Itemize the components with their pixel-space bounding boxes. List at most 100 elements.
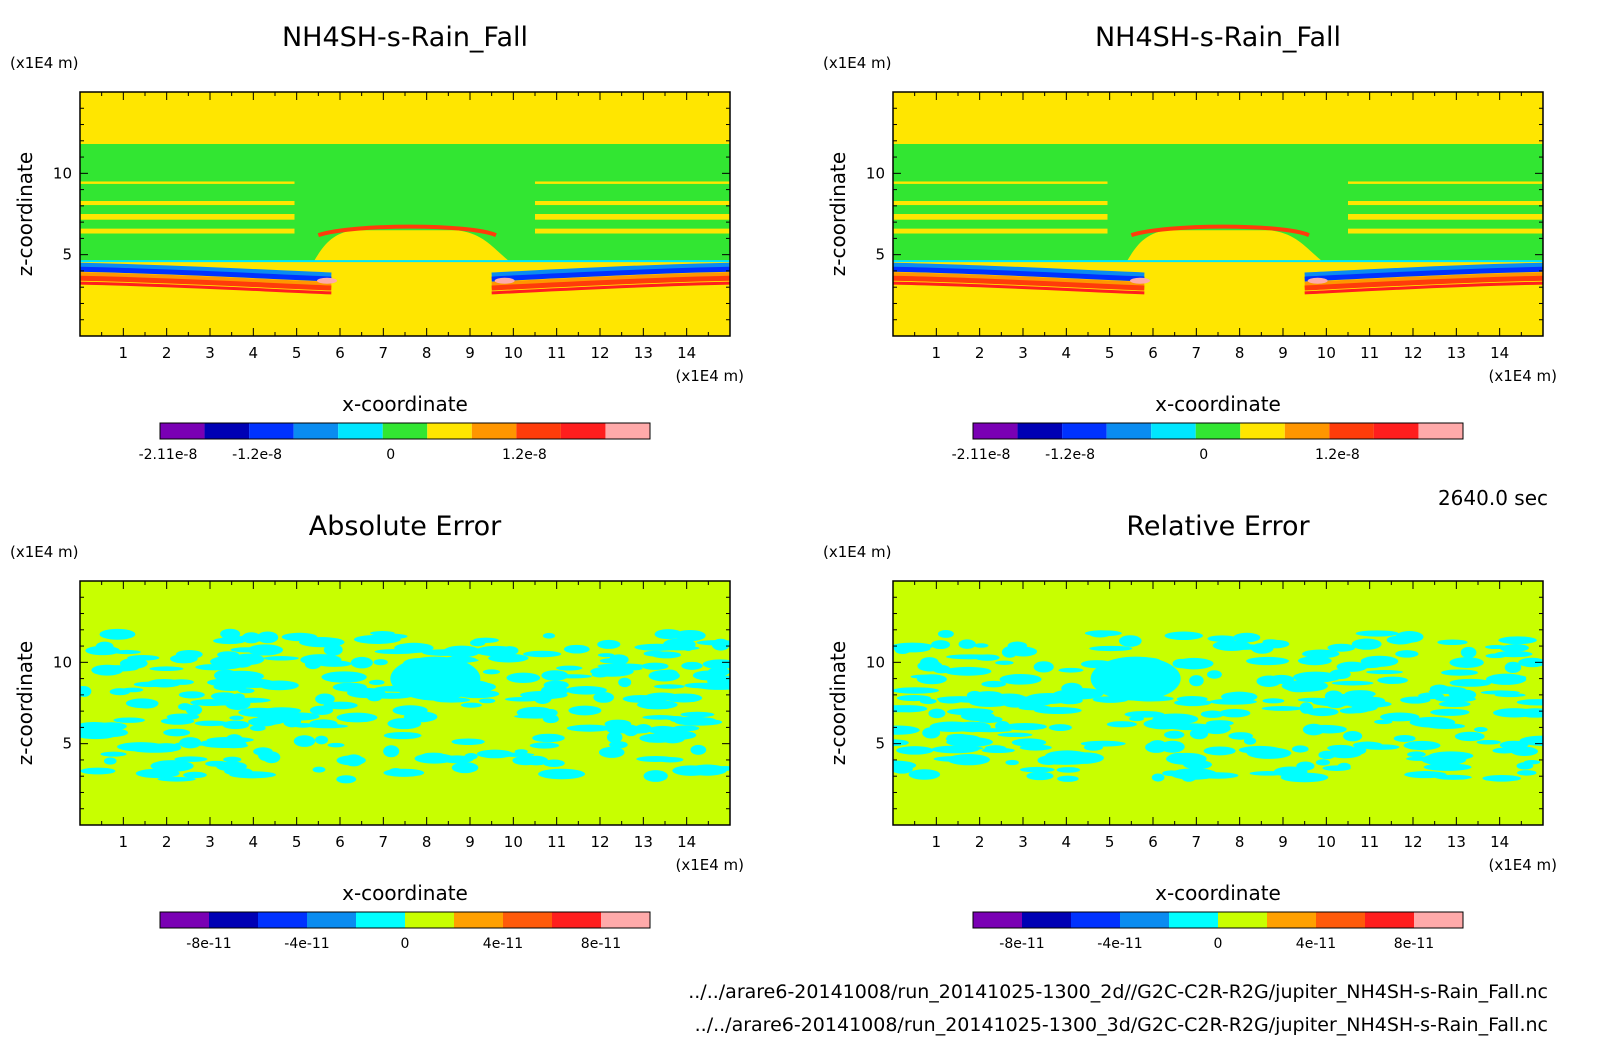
field-band-left [80,266,332,282]
x-tick-label: 10 [1317,344,1336,362]
y-unit-label: (x1E4 m) [823,54,892,72]
colorbar-frame [972,422,1464,440]
colorbar-label: 8e-11 [1394,936,1434,952]
colorbar-swatch [160,423,205,439]
field-blob [1281,680,1329,692]
colorbar-swatch [552,912,601,928]
field-band-right [1304,272,1543,286]
field-blob [1189,675,1204,687]
field-blob [608,654,629,665]
field-stripe-left [80,228,295,234]
x-tick-label: 11 [547,833,566,851]
x-tick-label: 6 [335,344,345,362]
colorbar-frame [159,422,651,440]
field-blob [652,730,697,741]
field-blob [247,644,284,656]
x-tick-label: 13 [1447,833,1466,851]
field-blob [476,749,513,759]
field-blob [1003,723,1047,731]
field-pink-spot [1130,277,1150,284]
field-blob [1209,698,1257,705]
colorbar-swatch [1316,912,1365,928]
field-blob [514,749,528,755]
x-tick-label: 5 [292,833,302,851]
x-unit-label: (x1E4 m) [675,367,744,385]
x-tick-label: 6 [335,833,345,851]
field-blob [80,767,116,775]
colorbar-label: 0 [1214,936,1223,952]
field-blob [944,666,992,676]
field-band-left [893,272,1145,286]
x-tick-label: 2 [975,344,985,362]
field-blob [368,679,385,685]
field-blob [332,682,368,692]
field-blob [315,693,335,705]
x-unit-label: (x1E4 m) [1488,367,1557,385]
y-axis-label: z-coordinate [13,152,37,276]
field-blob [1129,716,1144,722]
field-blob [1261,706,1303,711]
field-blob [1151,773,1165,782]
x-tick-label: 10 [504,833,523,851]
field-blob [566,724,612,732]
field-background [80,581,730,825]
panel-title: NH4SH-s-Rain_Fall [282,22,528,53]
field-blob [1476,739,1501,745]
field-blob [1377,676,1408,684]
x-tick-label: 11 [1360,344,1379,362]
field-blob [931,745,979,754]
y-tick-label: 10 [866,164,885,182]
field-blob [422,649,468,656]
field-blob [1504,661,1522,673]
x-axis-label: x-coordinate [1155,881,1281,905]
field-blob [1058,667,1084,673]
x-tick-label: 1 [932,833,942,851]
field-blob [690,744,707,755]
colorbar-swatch [1218,912,1267,928]
y-tick-label: 5 [62,735,72,753]
field-blob [681,661,703,670]
field-blob [643,770,668,782]
field-band-right [1304,281,1543,295]
field-blob [520,690,568,700]
field-blob [117,742,165,752]
field-blob [680,711,715,718]
field-blob [565,686,608,695]
field-blob [1395,650,1419,658]
field-band-left [80,262,332,278]
field-blob [893,760,917,771]
x-tick-label: 7 [1192,344,1202,362]
colorbar-frame [972,911,1464,929]
field-blob [1500,675,1527,680]
colorbar-swatch [601,912,650,928]
colorbar-swatch [454,912,503,928]
colorbar-swatch [1365,912,1414,928]
colorbar-swatch [1151,423,1196,439]
field-blob [1438,701,1471,708]
field-blob [383,745,400,758]
field-stripe-right [1348,181,1543,184]
field-blob [1212,640,1251,651]
field-blob [1089,645,1133,652]
y-unit-label: (x1E4 m) [10,543,79,561]
field-blob [976,715,1003,723]
x-tick-label: 1 [119,833,129,851]
field-blob [711,638,730,651]
field-blob [599,665,643,672]
field-blob [1366,669,1404,675]
field-blob [231,657,253,668]
field-blob [262,707,302,715]
field-band-right [491,262,730,278]
field-blob [1339,708,1360,714]
colorbar-frame [159,911,651,929]
field-blob [1331,680,1374,686]
field-blob [1441,669,1478,676]
x-tick-label: 2 [162,833,172,851]
field-blob [149,666,184,672]
y-tick-label: 10 [866,653,885,671]
field-blob [606,731,623,744]
x-tick-label: 3 [1018,833,1028,851]
field-blob [1315,759,1330,766]
field-blob [327,742,345,748]
